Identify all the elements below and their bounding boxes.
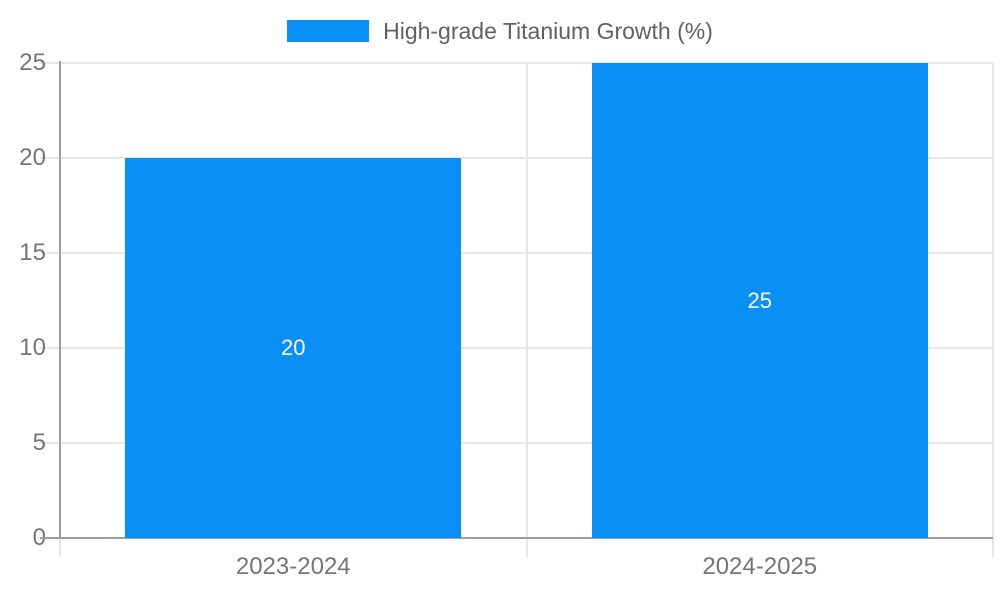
legend-item[interactable]: High-grade Titanium Growth (%): [287, 18, 713, 44]
vertical-gridline: [525, 63, 528, 557]
x-axis-line: [40, 537, 993, 539]
horizontal-gridline: [40, 157, 993, 159]
legend: High-grade Titanium Growth (%): [0, 18, 1000, 44]
horizontal-gridline: [40, 442, 993, 444]
horizontal-gridline: [40, 252, 993, 254]
y-axis-line: [59, 61, 61, 539]
x-axis-category-label: 2023-2024: [235, 553, 351, 580]
horizontal-gridline: [40, 347, 993, 349]
y-axis-tick-label: 10: [19, 334, 46, 361]
bar-value-label: 25: [747, 287, 772, 313]
y-axis-tick-label: 25: [19, 49, 46, 76]
bar-2024-2025: 25: [591, 63, 928, 538]
legend-label: High-grade Titanium Growth (%): [383, 18, 713, 44]
bar-value-label: 20: [281, 335, 306, 360]
x-axis-category-label: 2024-2025: [702, 553, 818, 580]
y-axis-tick-label: 20: [19, 144, 46, 171]
vertical-gridline: [992, 63, 994, 557]
horizontal-gridline: [40, 62, 993, 64]
y-axis-tick-label: 0: [32, 524, 46, 551]
y-axis-tick-label: 15: [19, 239, 46, 266]
bar-2023-2024: 20: [125, 158, 462, 538]
y-axis-tick-label: 5: [32, 429, 46, 456]
legend-swatch: [287, 20, 370, 42]
